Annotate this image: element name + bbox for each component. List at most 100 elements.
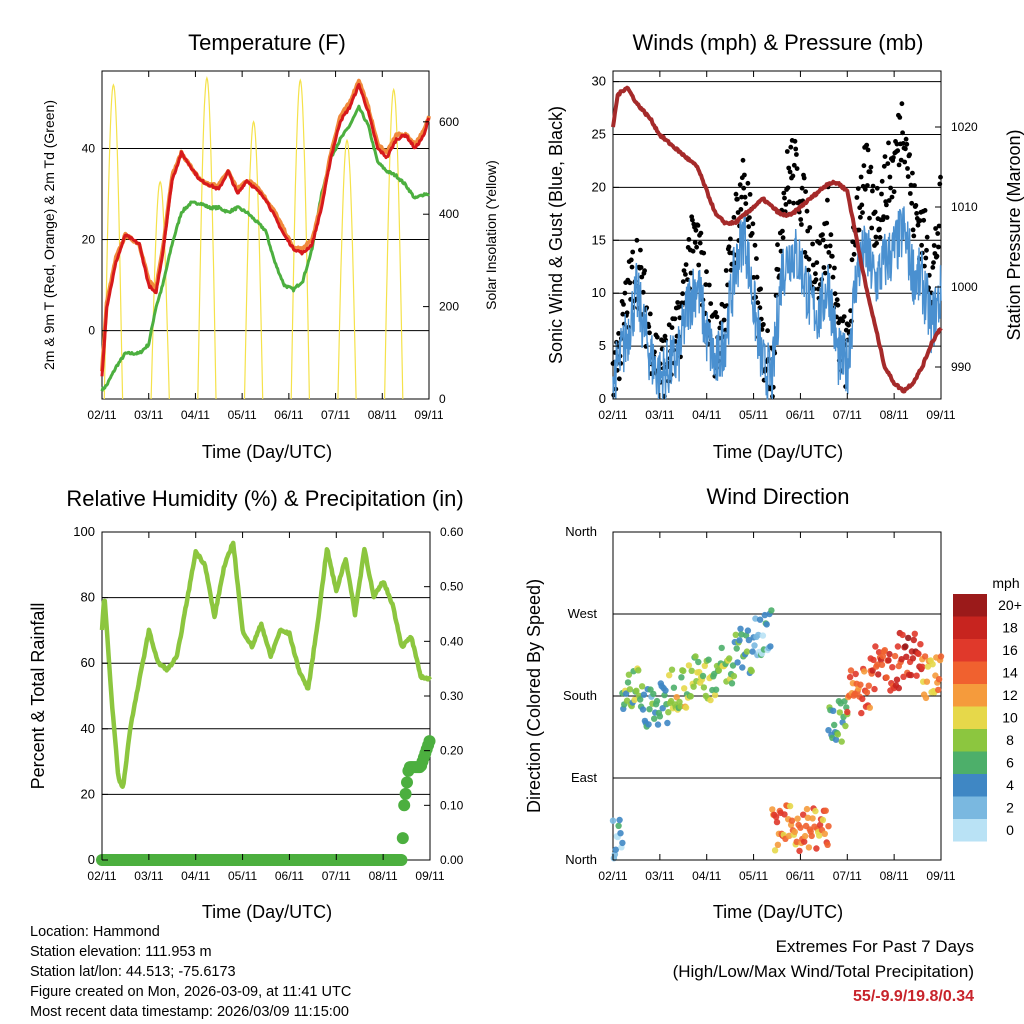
gust-point bbox=[773, 293, 779, 298]
gust-point bbox=[704, 269, 709, 275]
wind-direction-point bbox=[858, 709, 865, 717]
wind-direction-point bbox=[924, 663, 932, 670]
gust-point bbox=[896, 162, 902, 168]
gust-point bbox=[616, 331, 621, 336]
gust-point bbox=[698, 230, 704, 236]
gust-point bbox=[855, 186, 861, 192]
x-tick-label: 07/11 bbox=[321, 408, 350, 422]
gust-point bbox=[873, 234, 879, 240]
gust-point bbox=[621, 302, 626, 307]
most-recent-timestamp: Most recent data timestamp: 2026/03/09 1… bbox=[30, 1004, 349, 1020]
gust-point bbox=[874, 185, 880, 191]
wind-direction-point bbox=[801, 838, 808, 845]
gust-point bbox=[743, 201, 749, 207]
gust-point bbox=[877, 226, 882, 232]
gust-point bbox=[885, 161, 891, 167]
y-tick-label: 40 bbox=[81, 721, 95, 736]
wind-direction-point bbox=[678, 674, 685, 681]
gust-point bbox=[630, 249, 636, 255]
wind-direction-point bbox=[805, 844, 813, 851]
gust-point bbox=[867, 215, 872, 221]
wind-direction-point bbox=[809, 815, 816, 822]
wind-direction-point bbox=[692, 653, 699, 660]
gust-point bbox=[775, 267, 781, 272]
x-tick-label: 09/11 bbox=[414, 408, 443, 422]
wind-direction-xlabel: Time (Day/UTC) bbox=[713, 902, 843, 922]
gust-point bbox=[616, 376, 622, 382]
wind-direction-point bbox=[712, 686, 720, 693]
gust-point bbox=[791, 200, 796, 206]
y-tick-label: 80 bbox=[81, 590, 95, 605]
colorbar-level-label: 14 bbox=[1002, 665, 1018, 681]
wind-direction-point bbox=[847, 667, 855, 674]
wind-direction-point bbox=[711, 691, 719, 699]
wind-direction-point bbox=[786, 802, 794, 810]
wind-direction-point bbox=[677, 703, 684, 710]
gust-point bbox=[830, 274, 836, 280]
gust-point bbox=[692, 240, 698, 245]
wind-direction-point bbox=[836, 709, 843, 716]
wind-direction-point bbox=[625, 671, 633, 678]
gust-point bbox=[782, 195, 787, 201]
solar-insolation-curve bbox=[337, 138, 357, 400]
temperature-ylabel-right: Solar Insolation (Yellow) bbox=[483, 160, 499, 310]
wind-direction-point bbox=[838, 738, 845, 745]
gust-point bbox=[891, 155, 896, 160]
figure-created: Figure created on Mon, 2026-03-09, at 11… bbox=[30, 984, 352, 1000]
wind-direction-point bbox=[705, 656, 712, 663]
station-info: Location: Hammond Station elevation: 111… bbox=[30, 922, 351, 1022]
wind-direction-point bbox=[695, 658, 702, 666]
gust-point bbox=[786, 165, 792, 171]
wind-direction-point bbox=[894, 643, 902, 650]
extremes-box: Extremes For Past 7 Days (High/Low/Max W… bbox=[673, 934, 974, 1009]
wind-direction-point bbox=[763, 621, 770, 628]
precipitation-point bbox=[399, 787, 412, 800]
gust-point bbox=[620, 311, 626, 317]
wind-direction-point bbox=[680, 667, 687, 675]
gust-point bbox=[931, 243, 937, 248]
temperature-title: Temperature (F) bbox=[188, 30, 346, 55]
wind-direction-point bbox=[921, 653, 929, 660]
wind-direction-point bbox=[788, 817, 796, 824]
wind-direction-point bbox=[733, 645, 740, 652]
gust-point bbox=[781, 190, 787, 196]
gust-point bbox=[747, 192, 753, 197]
colorbar-level-label: 18 bbox=[1002, 620, 1018, 636]
wind-direction-point bbox=[929, 661, 936, 668]
wind-direction-point bbox=[872, 643, 879, 650]
gust-point bbox=[930, 265, 936, 270]
gust-point bbox=[810, 241, 815, 247]
precipitation-point bbox=[423, 735, 436, 748]
gust-point bbox=[805, 228, 811, 234]
colorbar-swatch bbox=[953, 819, 987, 842]
gust-point bbox=[909, 200, 915, 206]
wind-direction-point bbox=[825, 727, 832, 734]
gust-point bbox=[813, 271, 818, 277]
precipitation-point bbox=[395, 854, 408, 866]
x-tick-label: 06/11 bbox=[275, 869, 304, 883]
gust-point bbox=[642, 268, 647, 274]
station-latlon: Station lat/lon: 44.513; -75.6173 bbox=[30, 964, 236, 980]
right-tick-label: 0.00 bbox=[440, 853, 464, 867]
gust-point bbox=[703, 282, 709, 287]
wind-direction-point bbox=[646, 706, 653, 713]
wind-direction-point bbox=[797, 824, 804, 831]
extremes-value: 55/-9.9/19.8/0.34 bbox=[853, 988, 974, 1005]
y-tick-label: 20 bbox=[81, 786, 95, 801]
wind-direction-point bbox=[729, 662, 737, 669]
right-tick-label: 400 bbox=[439, 207, 459, 221]
gust-point bbox=[752, 242, 758, 248]
wind-direction-point bbox=[816, 832, 823, 839]
wind-direction-point bbox=[857, 681, 864, 688]
gust-point bbox=[936, 223, 942, 229]
gust-point bbox=[806, 267, 811, 273]
gust-point bbox=[629, 264, 635, 270]
y-tick-label: 40 bbox=[82, 141, 96, 155]
x-tick-label: 09/11 bbox=[926, 408, 955, 422]
gust-point bbox=[794, 166, 800, 172]
gust-point bbox=[917, 218, 923, 224]
wind-direction-point bbox=[744, 627, 752, 634]
x-tick-label: 04/11 bbox=[692, 869, 721, 883]
gust-point bbox=[680, 291, 685, 297]
